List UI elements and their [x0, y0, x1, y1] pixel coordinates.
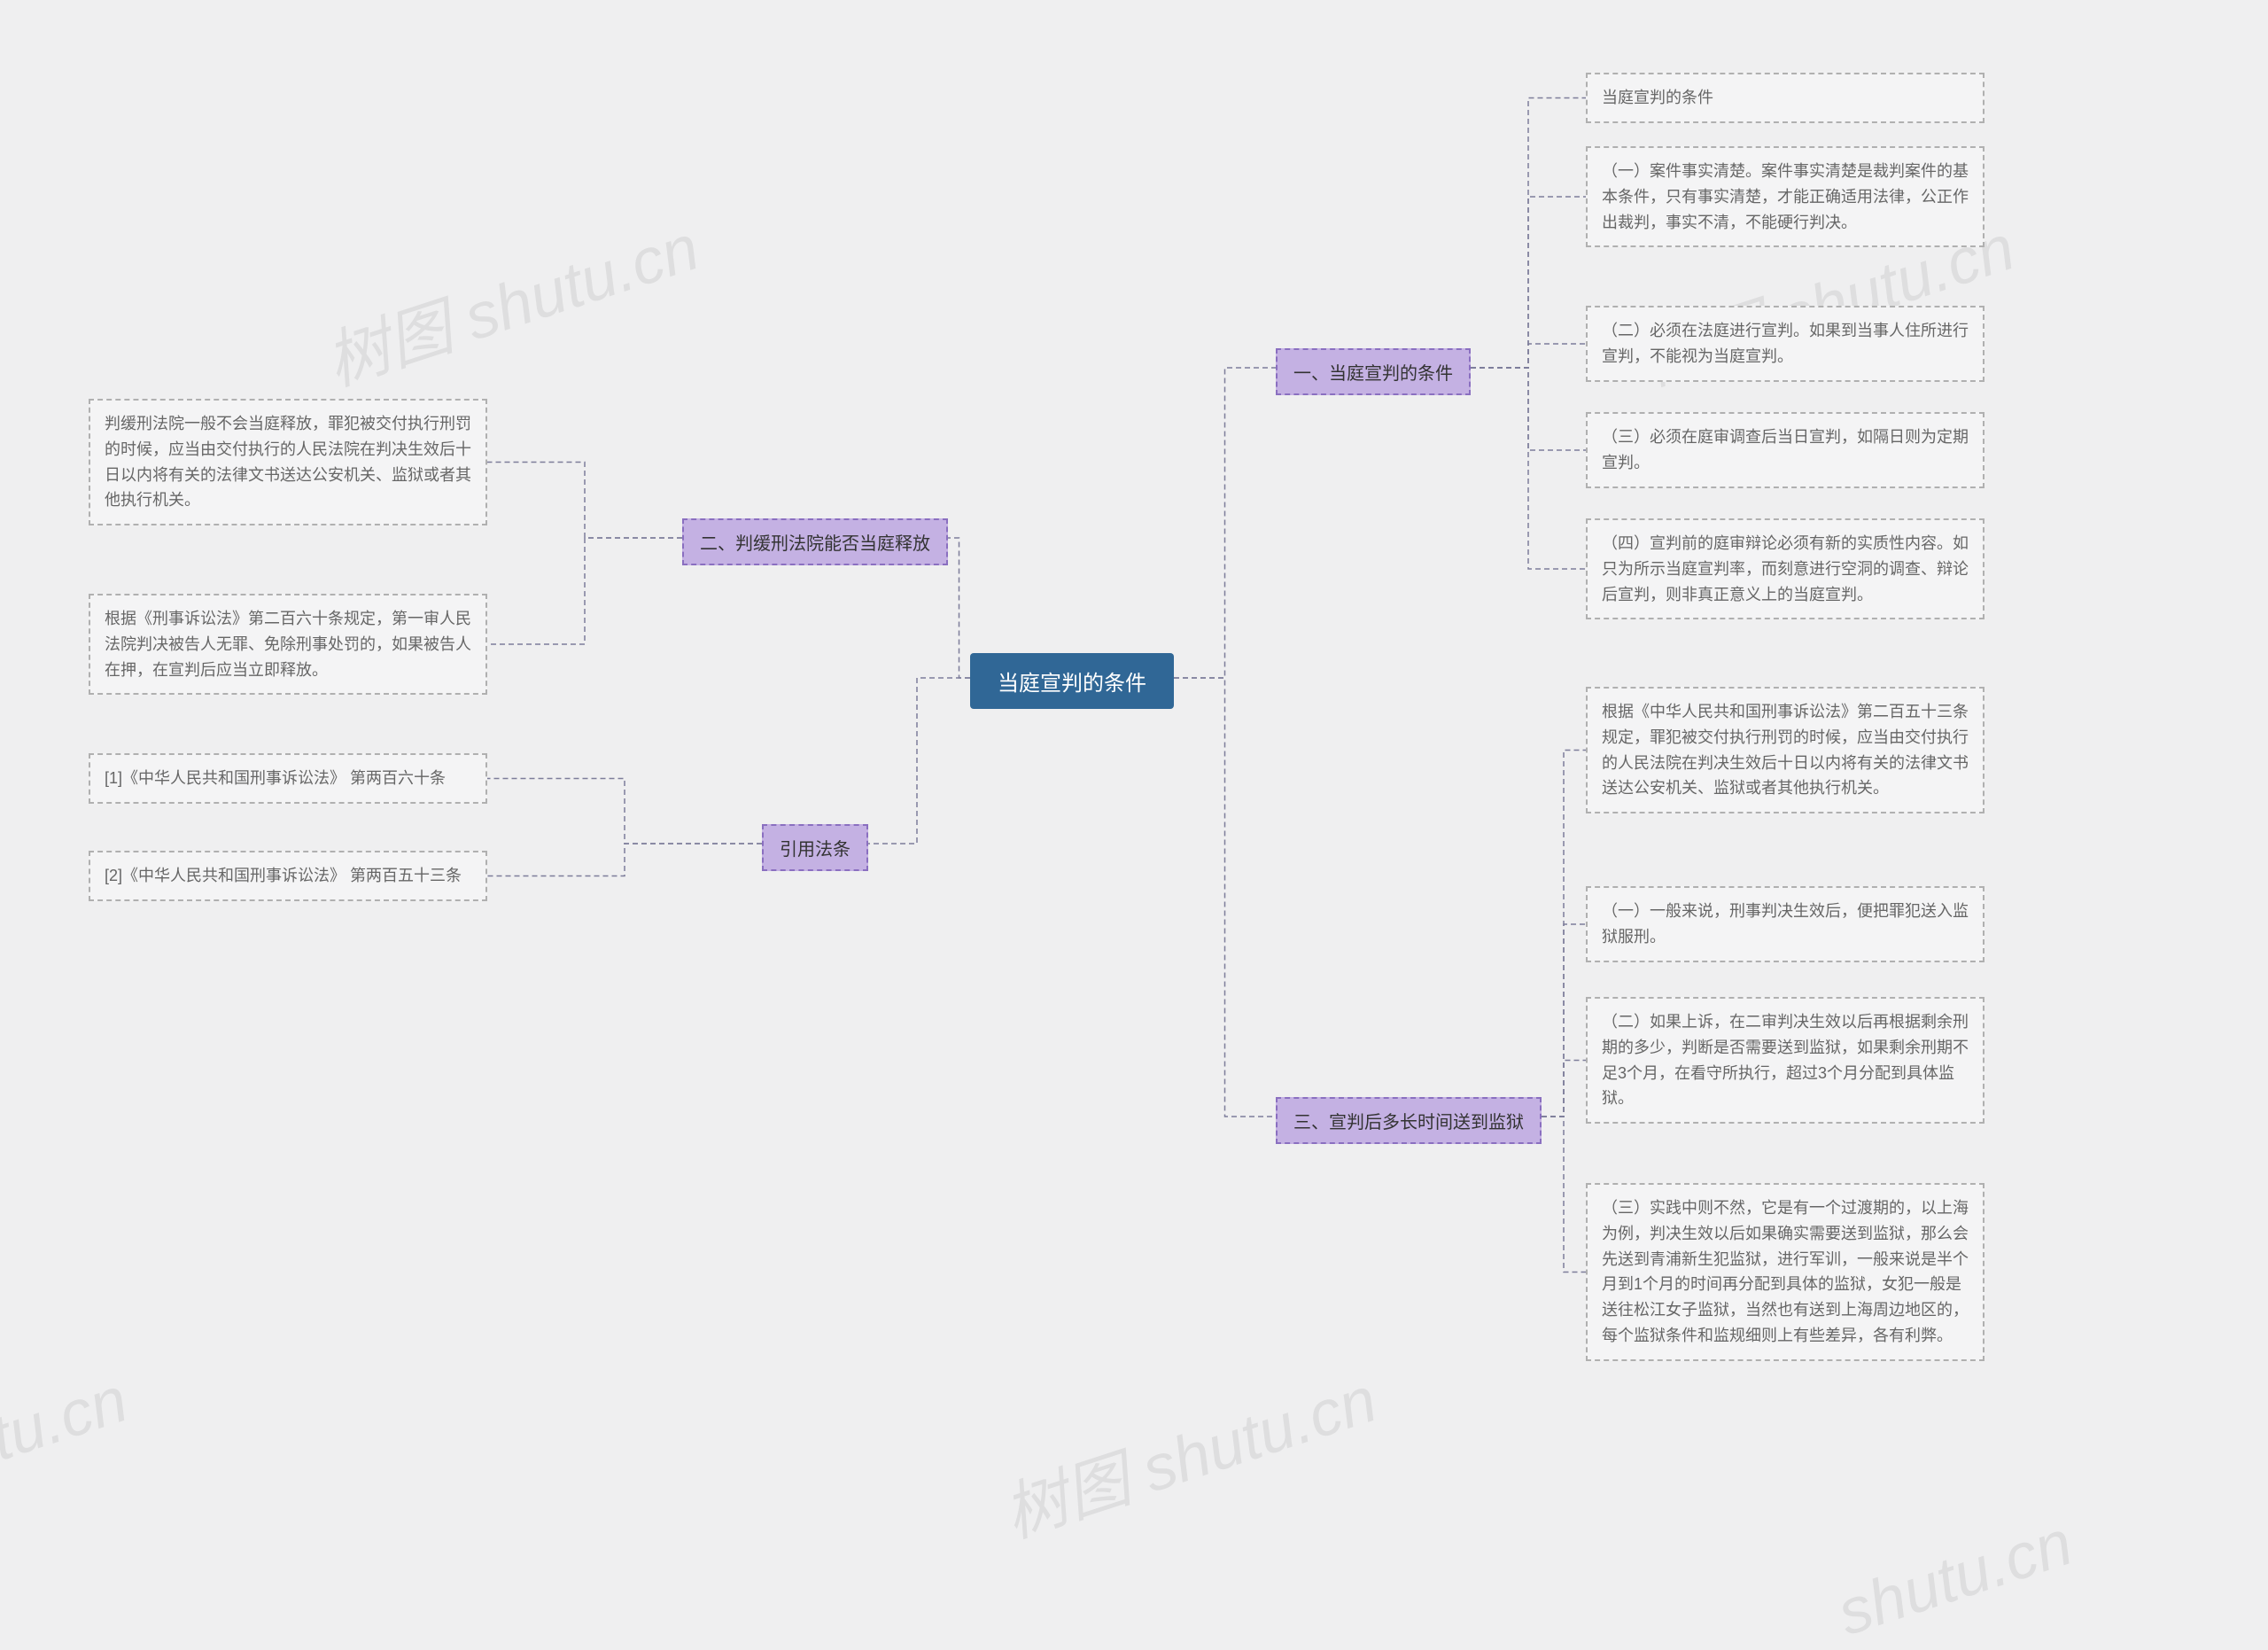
branch-r3-leaf-3: （三）实践中则不然，它是有一个过渡期的，以上海为例，判决生效以后如果确实需要送到…	[1586, 1183, 1984, 1361]
root-node[interactable]: 当庭宣判的条件	[970, 653, 1174, 709]
branch-l2-leaf-1: 根据《刑事诉讼法》第二百六十条规定，第一审人民法院判决被告人无罪、免除刑事处罚的…	[89, 594, 487, 695]
branch-r3-leaf-2: （二）如果上诉，在二审判决生效以后再根据剩余刑期的多少，判断是否需要送到监狱，如…	[1586, 997, 1984, 1124]
watermark-3: 树图 shutu.cn	[990, 1347, 1386, 1555]
branch-r3-leaf-1: （一）一般来说，刑事判决生效后，便把罪犯送入监狱服刑。	[1586, 886, 1984, 962]
watermark-0: 树图 shutu.cn	[313, 195, 709, 403]
branch-r1-leaf-0: 当庭宣判的条件	[1586, 73, 1984, 123]
branch-r1-leaf-4: （四）宣判前的庭审辩论必须有新的实质性内容。如只为所示当庭宣判率，而刻意进行空洞…	[1586, 518, 1984, 619]
branch-l4-leaf-1: [2]《中华人民共和国刑事诉讼法》 第两百五十三条	[89, 851, 487, 901]
watermark-4: shutu.cn	[1829, 1506, 2081, 1650]
mindmap-canvas: 树图 shutu.cn树图 shutu.cn树图 shutu.cn树图 shut…	[0, 0, 2268, 1570]
branch-l2-leaf-0: 判缓刑法院一般不会当庭释放，罪犯被交付执行刑罚的时候，应当由交付执行的人民法院在…	[89, 399, 487, 525]
branch-r3[interactable]: 三、宣判后多长时间送到监狱	[1276, 1097, 1542, 1144]
branch-r3-leaf-0: 根据《中华人民共和国刑事诉讼法》第二百五十三条规定，罪犯被交付执行刑罚的时候，应…	[1586, 687, 1984, 813]
watermark-2: 树图 shutu.cn	[0, 1347, 137, 1555]
branch-l4-leaf-0: [1]《中华人民共和国刑事诉讼法》 第两百六十条	[89, 753, 487, 804]
branch-r1[interactable]: 一、当庭宣判的条件	[1276, 348, 1471, 395]
branch-r1-leaf-3: （三）必须在庭审调查后当日宣判，如隔日则为定期宣判。	[1586, 412, 1984, 488]
branch-r1-leaf-1: （一）案件事实清楚。案件事实清楚是裁判案件的基本条件，只有事实清楚，才能正确适用…	[1586, 146, 1984, 247]
branch-l4[interactable]: 引用法条	[762, 824, 868, 871]
branch-l2[interactable]: 二、判缓刑法院能否当庭释放	[682, 518, 948, 565]
branch-r1-leaf-2: （二）必须在法庭进行宣判。如果到当事人住所进行宣判，不能视为当庭宣判。	[1586, 306, 1984, 382]
